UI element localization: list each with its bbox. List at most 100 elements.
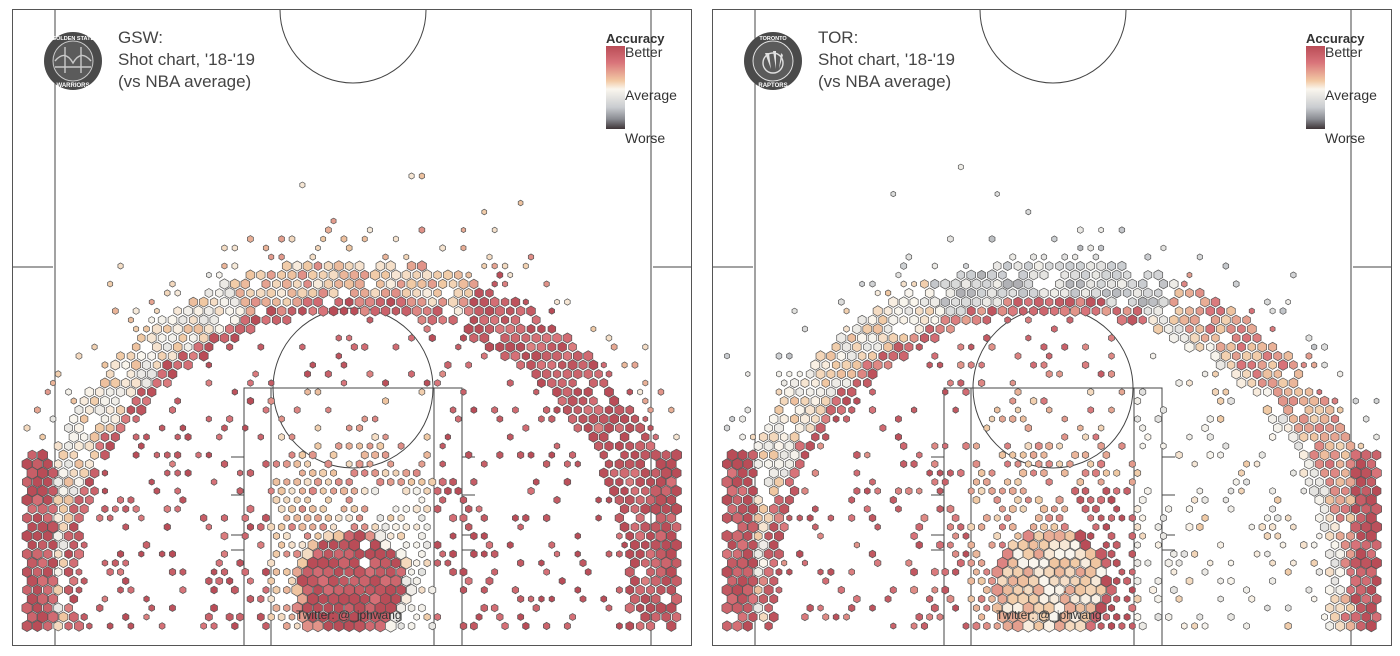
hex-bin — [1045, 369, 1053, 379]
hex-bin — [21, 493, 33, 507]
hex-bin — [993, 531, 1001, 541]
hex-bin — [23, 424, 31, 432]
hex-bin — [737, 503, 748, 515]
hex-bin — [1304, 387, 1314, 397]
hex-bin — [460, 226, 467, 234]
hex-bin — [189, 333, 198, 343]
hex-bin — [640, 467, 650, 479]
hex-bin — [412, 576, 421, 586]
hex-bin — [267, 612, 275, 622]
hex-bin — [1320, 467, 1329, 479]
hex-bin — [272, 459, 280, 469]
hex-bin — [1050, 522, 1059, 532]
hex-bin — [573, 368, 583, 380]
hex-bin — [502, 280, 509, 288]
hex-bin — [418, 477, 426, 487]
hex-bin — [1118, 568, 1126, 576]
hex-bin — [179, 568, 187, 576]
hex-bin — [330, 523, 337, 531]
hex-bin — [439, 460, 446, 468]
hex-bin — [1242, 368, 1251, 380]
hex-bin — [345, 244, 353, 252]
hex-bin — [1231, 351, 1241, 361]
hex-bin — [1330, 576, 1340, 586]
hex-bin — [624, 494, 635, 506]
hex-bin — [230, 296, 240, 308]
hex-bin — [1060, 287, 1070, 299]
hex-bin — [1044, 297, 1054, 307]
hex-bin — [811, 468, 819, 478]
hex-bin — [95, 441, 105, 451]
hex-bin — [801, 486, 809, 496]
hex-bin — [346, 334, 353, 342]
hex-bin — [779, 396, 789, 406]
hex-bin — [96, 513, 104, 523]
hex-bin — [283, 496, 291, 504]
hex-bin — [74, 476, 84, 488]
hex-bin — [428, 621, 436, 631]
hex-bin — [231, 621, 239, 631]
hex-bin — [1033, 548, 1044, 560]
hex-bin — [721, 601, 733, 615]
hex-bin — [1341, 449, 1350, 461]
hex-bin — [323, 278, 334, 290]
hex-bin — [1345, 440, 1356, 452]
hex-bin — [1196, 487, 1204, 495]
hex-bin — [635, 621, 645, 631]
hex-bin — [1257, 359, 1267, 371]
hex-bin — [1009, 414, 1017, 424]
hex-bin — [868, 405, 877, 415]
hex-bin — [795, 422, 805, 434]
hex-bin — [433, 504, 442, 514]
hex-bin — [646, 530, 655, 542]
hex-bin — [1361, 575, 1371, 587]
hex-bin — [593, 422, 604, 434]
hex-bin — [774, 548, 784, 560]
hex-bin — [857, 314, 867, 326]
hex-bin — [552, 332, 562, 344]
hex-bin — [21, 601, 33, 615]
hex-bin — [112, 505, 119, 513]
hex-bin — [805, 387, 815, 397]
hex-bin — [42, 458, 53, 470]
hex-bin — [1371, 485, 1382, 497]
hex-bin — [1118, 388, 1126, 396]
hex-bin — [418, 603, 426, 613]
hex-bin — [1242, 350, 1252, 362]
hex-bin — [869, 280, 876, 288]
hex-bin — [1340, 431, 1351, 443]
hex-bin — [1045, 513, 1053, 523]
hex-bin — [930, 278, 940, 290]
hex-bin — [1300, 540, 1308, 550]
hex-bin — [506, 433, 514, 441]
hex-bin — [946, 504, 955, 514]
hex-bin — [49, 415, 57, 423]
hex-bin — [721, 529, 733, 543]
hex-bin — [304, 531, 312, 541]
hex-bin — [862, 377, 872, 389]
hex-bin — [1002, 566, 1013, 578]
hex-bin — [1097, 424, 1105, 432]
hex-bin — [27, 539, 37, 551]
hex-bin — [758, 521, 769, 533]
hex-bin — [69, 575, 79, 587]
hex-bin — [235, 323, 246, 335]
logo-inner — [52, 40, 94, 82]
hex-bin — [64, 602, 73, 614]
hex-bin — [79, 395, 89, 407]
hex-bin — [961, 314, 971, 326]
hex-bin — [946, 594, 955, 604]
legend-label-worse: Worse — [625, 130, 666, 146]
hex-bin — [512, 514, 519, 522]
hex-bin — [930, 332, 940, 344]
hex-bin — [245, 305, 256, 317]
hex-bin — [1330, 593, 1340, 605]
hex-bin — [656, 584, 666, 596]
hex-bin — [988, 415, 996, 423]
hex-bin — [360, 269, 370, 281]
hex-bin — [874, 289, 881, 297]
hex-bin — [1112, 306, 1121, 316]
legend-color-bar — [1306, 46, 1325, 129]
hex-bin — [338, 611, 350, 623]
hex-bin — [335, 513, 343, 523]
